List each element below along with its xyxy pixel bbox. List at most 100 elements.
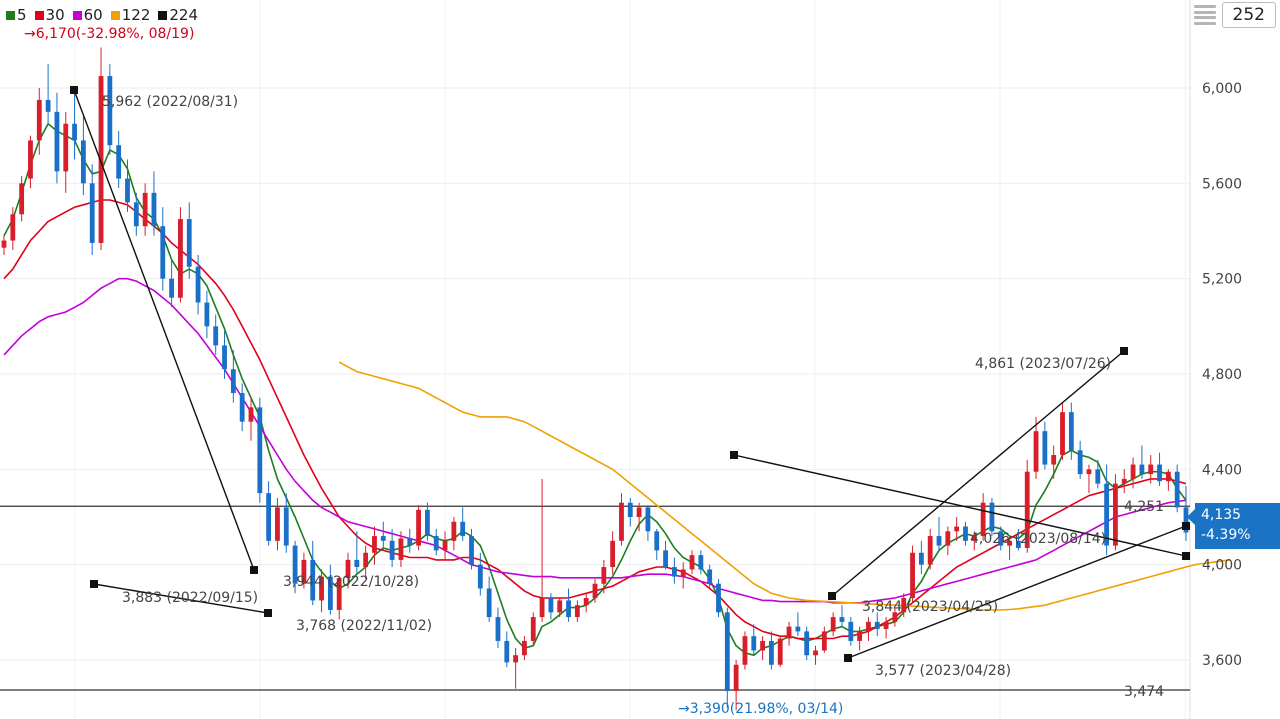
candle-34 [301,552,307,589]
candle-body-45 [398,538,404,560]
y-tick-label-0: 6,000 [1202,81,1242,97]
candle-107 [945,526,951,556]
candle-body-73 [645,507,651,532]
candle-76 [671,557,677,584]
candle-body-13 [116,145,122,179]
candle-body-32 [283,507,289,546]
candle-7 [63,111,69,193]
candle-48 [424,502,430,541]
candle-104 [918,540,924,575]
candle-body-98 [866,621,871,632]
candle-body-122 [1077,450,1083,475]
candle-130 [1148,455,1154,484]
candle-56 [495,607,501,649]
trendline-0[interactable] [70,86,258,574]
candle-body-65 [574,605,580,618]
candle-body-125 [1104,483,1110,546]
legend-label-30: 30 [45,6,65,24]
candle-17 [151,171,157,236]
candle-body-75 [663,550,668,568]
candle-0 [1,235,7,255]
candle-44 [389,528,395,568]
candle-body-102 [901,598,907,613]
candle-body-84 [742,636,748,665]
candle-90 [795,612,801,637]
candle-36 [319,569,324,613]
candle-16 [142,183,148,236]
hamburger-menu-icon[interactable] [1193,4,1216,26]
legend-label-224: 224 [169,6,199,24]
candle-67 [592,578,598,603]
annotation-0: 5,962 (2022/08/31) [102,94,238,110]
candle-body-20 [178,219,183,298]
legend-label-60: 60 [83,6,103,24]
candle-52 [460,507,466,541]
candle-20 [178,207,183,303]
candle-body-115 [1015,540,1021,548]
candle-body-120 [1060,412,1065,456]
candle-124 [1095,459,1101,489]
candle-117 [1033,416,1039,479]
candle-body-17 [151,192,157,227]
candle-body-34 [301,559,307,584]
candle-80 [707,564,713,589]
candle-body-129 [1139,464,1145,475]
candle-body-121 [1068,412,1074,451]
trendline-3[interactable] [844,522,1190,662]
candle-body-85 [751,636,757,651]
candle-99 [874,612,880,637]
trendline-segment-1 [93,583,269,614]
trendline-4[interactable] [730,451,1190,560]
toolbar: 252 [1193,2,1276,28]
candle-body-108 [954,526,960,532]
candle-body-58 [513,655,519,663]
candle-body-38 [336,578,342,610]
candle-body-50 [442,540,448,551]
candle-19 [169,259,175,308]
y-tick-label-2: 5,200 [1202,272,1242,288]
candle-65 [574,600,580,622]
candle-54 [477,552,483,596]
candle-49 [433,528,439,556]
candle-body-9 [80,140,86,184]
candle-body-126 [1113,483,1118,546]
trendline-handle-start-3 [844,654,852,662]
candle-body-96 [848,621,854,641]
candle-body-26 [230,369,236,394]
legend: 5 30 60 122 224 [6,6,198,24]
candle-28 [248,397,254,441]
trendlines[interactable] [70,86,1190,662]
candle-70 [619,493,624,546]
candle-27 [239,383,245,432]
period-selector[interactable]: 252 [1221,2,1276,28]
candle-body-127 [1121,478,1127,484]
annotation-1: 3,944 (2022/10/28) [283,574,419,590]
candle-79 [698,550,704,575]
candle-108 [954,517,960,541]
candle-body-89 [786,626,792,639]
candle-87 [769,631,774,670]
candle-40 [354,531,360,575]
candle-85 [751,624,757,656]
candle-body-130 [1148,464,1154,475]
candle-body-6 [54,111,60,172]
candle-body-59 [522,640,527,656]
candle-113 [998,526,1004,551]
candle-82 [724,607,730,708]
candle-body-21 [186,219,192,267]
candle-body-77 [680,569,686,577]
candle-2 [19,176,25,222]
trendline-1[interactable] [90,580,272,617]
candle-body-63 [557,600,563,613]
candle-body-82 [724,612,730,691]
trendline-2[interactable] [828,347,1128,600]
trendline-handle-start-2 [828,592,836,600]
candle-body-29 [257,407,263,494]
trendline-handle-start-1 [90,580,98,588]
candle-body-74 [654,531,660,551]
candle-body-79 [698,555,704,570]
last-price-badge: 4,135 -4.39% [1187,503,1280,549]
candle-110 [971,531,977,551]
last-price-value: 4,135 [1201,507,1242,523]
